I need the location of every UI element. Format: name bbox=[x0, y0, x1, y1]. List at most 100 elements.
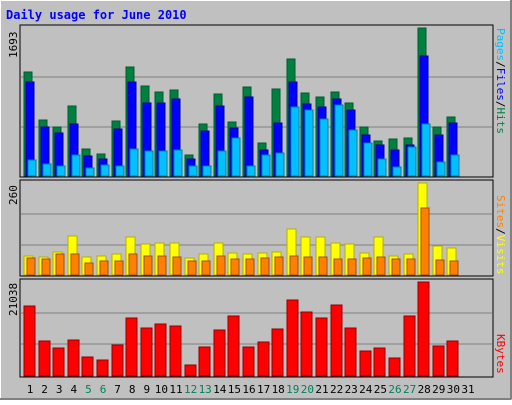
sites-bar-day-4 bbox=[70, 253, 80, 276]
kbytes-bar-day-9 bbox=[140, 327, 153, 377]
sites-bar-day-29 bbox=[435, 259, 445, 276]
sites-bar-day-5 bbox=[84, 262, 94, 276]
x-tick-label-13: 13 bbox=[199, 383, 212, 396]
x-tick-label-29: 29 bbox=[432, 383, 445, 396]
kbytes-bar-day-16 bbox=[242, 346, 255, 377]
kbytes-bar-day-30 bbox=[446, 340, 459, 377]
kbytes-bar-day-15 bbox=[227, 315, 240, 377]
panel-frame-top bbox=[19, 24, 494, 178]
sites-bar-day-27 bbox=[406, 258, 416, 276]
x-tick-label-20: 20 bbox=[301, 383, 314, 396]
x-tick-label-10: 10 bbox=[155, 383, 168, 396]
sites-bar-day-11 bbox=[172, 256, 182, 276]
x-tick-label-30: 30 bbox=[447, 383, 460, 396]
x-tick-label-8: 8 bbox=[129, 383, 136, 396]
sites-bar-day-17 bbox=[260, 257, 270, 276]
kbytes-bar-day-20 bbox=[300, 311, 313, 377]
kbytes-bar-day-21 bbox=[315, 317, 328, 377]
panel-frame-middle bbox=[19, 179, 494, 277]
pages-bar-day-22 bbox=[334, 104, 344, 177]
pages-bar-day-25 bbox=[377, 158, 387, 177]
kbytes-bar-day-29 bbox=[432, 345, 445, 377]
sites-bar-day-2 bbox=[41, 258, 51, 276]
kbytes-bar-day-6 bbox=[96, 359, 109, 377]
sites-bar-day-28 bbox=[420, 207, 430, 276]
pages-bar-day-18 bbox=[275, 152, 285, 177]
sites-bar-day-23 bbox=[347, 258, 357, 276]
pages-bar-day-20 bbox=[304, 109, 314, 177]
x-tick-label-1: 1 bbox=[27, 383, 34, 396]
legend-label-0-4: Hits bbox=[494, 108, 507, 135]
pages-bar-day-21 bbox=[319, 118, 329, 177]
sites-bar-day-22 bbox=[333, 258, 343, 276]
x-tick-label-18: 18 bbox=[272, 383, 285, 396]
legend-label-1-2: Visits bbox=[494, 235, 507, 275]
pages-bar-day-7 bbox=[115, 165, 125, 177]
kbytes-bar-day-22 bbox=[330, 304, 343, 377]
kbytes-bar-day-2 bbox=[38, 340, 51, 377]
sites-bar-day-26 bbox=[391, 258, 401, 276]
x-tick-label-5: 5 bbox=[85, 383, 92, 396]
sites-bar-day-7 bbox=[114, 260, 124, 276]
x-tick-label-9: 9 bbox=[143, 383, 150, 396]
x-tick-label-7: 7 bbox=[114, 383, 121, 396]
x-tick-label-14: 14 bbox=[213, 383, 227, 396]
pages-bar-day-19 bbox=[290, 106, 300, 177]
x-tick-label-6: 6 bbox=[100, 383, 107, 396]
sites-bar-day-21 bbox=[318, 256, 328, 276]
x-tick-label-12: 12 bbox=[184, 383, 197, 396]
sites-bar-day-24 bbox=[362, 257, 372, 276]
sites-bar-day-30 bbox=[449, 260, 459, 276]
kbytes-bar-day-13 bbox=[198, 346, 211, 377]
kbytes-bar-day-18 bbox=[271, 328, 284, 377]
pages-bar-day-17 bbox=[261, 154, 271, 177]
sites-bar-day-15 bbox=[230, 258, 240, 276]
pages-bar-day-1 bbox=[27, 159, 37, 177]
panel-frame-bottom bbox=[19, 278, 494, 378]
middle-panel-ymax-label: 260 bbox=[7, 185, 20, 205]
pages-bar-day-6 bbox=[100, 164, 110, 177]
bottom-panel-legend: KBytes bbox=[494, 334, 507, 374]
x-tick-label-19: 19 bbox=[286, 383, 299, 396]
top-panel-ymax-label: 1693 bbox=[7, 32, 20, 59]
pages-bar-day-29 bbox=[436, 161, 446, 177]
x-tick-label-11: 11 bbox=[169, 383, 182, 396]
kbytes-bar-day-3 bbox=[52, 347, 65, 377]
middle-panel-legend: Sites/Visits bbox=[494, 195, 507, 275]
kbytes-bar-day-14 bbox=[213, 329, 226, 377]
sites-bar-day-18 bbox=[274, 256, 284, 276]
kbytes-bar-day-1 bbox=[23, 305, 36, 377]
x-tick-label-16: 16 bbox=[242, 383, 255, 396]
legend-label-1-0: Sites bbox=[494, 195, 507, 228]
kbytes-bar-day-26 bbox=[388, 357, 401, 377]
pages-bar-day-26 bbox=[392, 166, 402, 177]
bottom-panel-ymax-label: 21038 bbox=[7, 283, 20, 316]
pages-bar-day-5 bbox=[85, 167, 95, 177]
x-tick-label-4: 4 bbox=[70, 383, 77, 396]
sites-bar-day-19 bbox=[289, 255, 299, 276]
chart-title: Daily usage for June 2010 bbox=[6, 8, 187, 22]
kbytes-bar-day-10 bbox=[154, 323, 167, 377]
legend-label-0-2: Files bbox=[494, 68, 507, 101]
x-tick-label-22: 22 bbox=[330, 383, 343, 396]
pages-bar-day-3 bbox=[56, 165, 66, 177]
pages-bar-day-14 bbox=[217, 150, 227, 177]
pages-bar-day-13 bbox=[202, 165, 212, 177]
x-tick-label-25: 25 bbox=[374, 383, 387, 396]
kbytes-bar-day-11 bbox=[169, 325, 182, 377]
pages-bar-day-15 bbox=[231, 137, 241, 177]
pages-bar-day-27 bbox=[407, 146, 417, 177]
x-tick-label-21: 21 bbox=[315, 383, 328, 396]
sites-bar-day-9 bbox=[143, 255, 153, 276]
x-tick-label-15: 15 bbox=[228, 383, 241, 396]
legend-label-0-3: / bbox=[494, 101, 507, 108]
x-tick-label-17: 17 bbox=[257, 383, 270, 396]
kbytes-bar-day-28 bbox=[417, 281, 430, 377]
sites-bar-day-14 bbox=[216, 255, 226, 276]
sites-bar-day-20 bbox=[303, 256, 313, 276]
x-tick-label-26: 26 bbox=[388, 383, 401, 396]
kbytes-bar-day-24 bbox=[359, 350, 372, 377]
legend-label-1-1: / bbox=[494, 228, 507, 235]
